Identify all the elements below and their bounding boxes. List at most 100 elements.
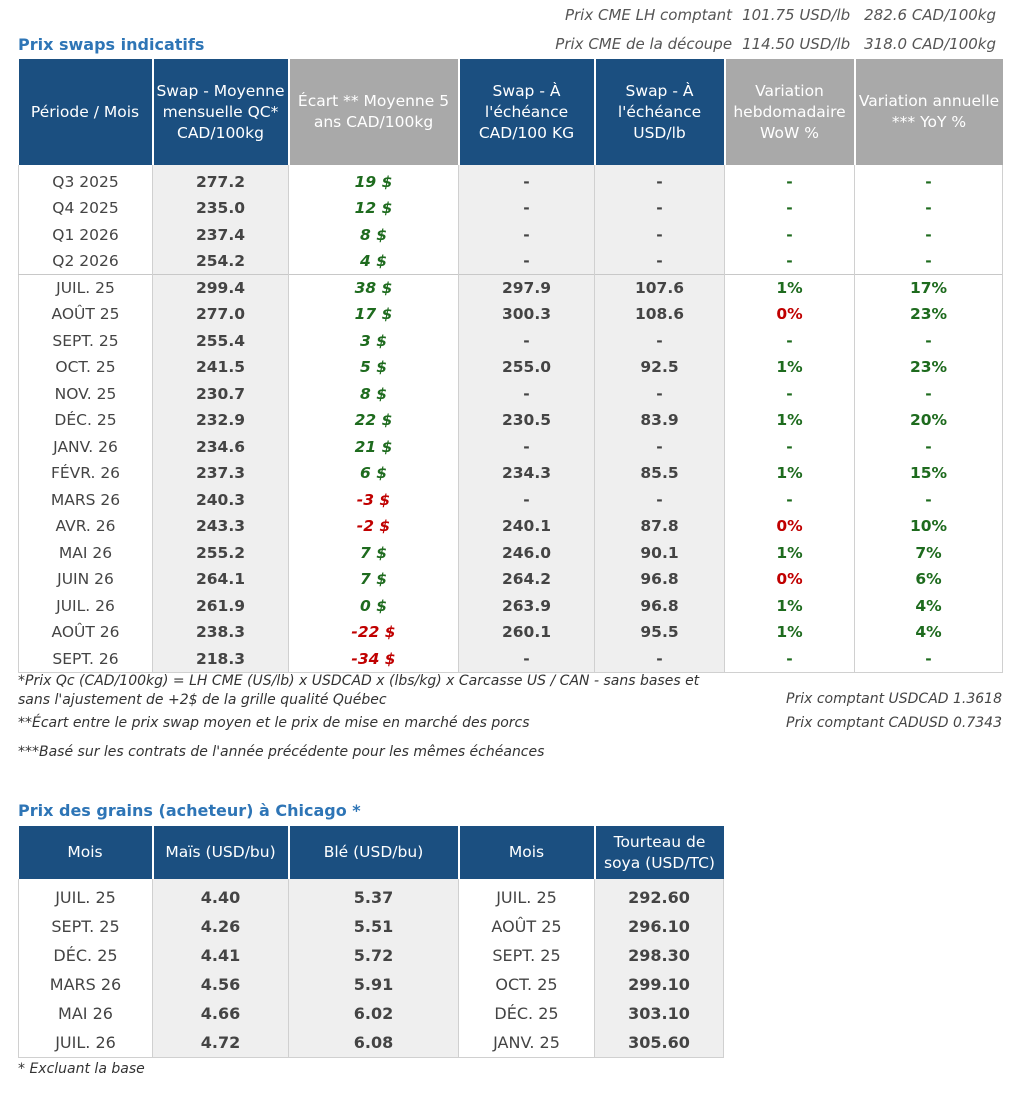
ech-usd-cell: 96.8 — [594, 566, 725, 593]
wow-cell: - — [724, 221, 855, 248]
wow-cell: 1% — [724, 407, 855, 434]
ech-cad-cell: - — [458, 433, 595, 460]
period-cell: OCT. 25 — [18, 354, 153, 381]
table-row: MAI 26 4.66 6.02 DÉC. 25 303.10 — [18, 999, 724, 1028]
table-row: SEPT. 25 4.26 5.51 AOÛT 25 296.10 — [18, 912, 724, 941]
yoy-cell: - — [854, 221, 1003, 248]
wow-cell: - — [724, 165, 855, 195]
table-row: SEPT. 26 218.3 -34 $ - - - - — [18, 645, 1003, 673]
swap-avg-cell: 264.1 — [152, 566, 289, 593]
wow-cell: - — [724, 486, 855, 513]
yoy-cell: - — [854, 248, 1003, 275]
ech-usd-cell: 95.5 — [594, 619, 725, 646]
header-month2: Mois — [458, 826, 596, 879]
yoy-cell: 20% — [854, 407, 1003, 434]
note-ecart: **Écart entre le prix swap moyen et le p… — [18, 715, 530, 731]
soy-price-cell: 296.10 — [594, 912, 724, 941]
yoy-cell: - — [854, 433, 1003, 460]
period-cell: SEPT. 26 — [18, 645, 153, 673]
wow-cell: 0% — [724, 566, 855, 593]
swap-table: Période / Mois Swap - Moyenne mensuelle … — [18, 59, 1003, 673]
ecart-cell: 21 $ — [288, 433, 459, 460]
ech-cad-cell: 240.1 — [458, 513, 595, 540]
soy-price-cell: 305.60 — [594, 1028, 724, 1058]
wow-cell: 1% — [724, 592, 855, 619]
grain-month-cell: JUIL. 26 — [18, 1028, 153, 1058]
ech-usd-cell: 83.9 — [594, 407, 725, 434]
swap-avg-cell: 255.4 — [152, 327, 289, 354]
ech-usd-cell: - — [594, 327, 725, 354]
swap-avg-cell: 240.3 — [152, 486, 289, 513]
ech-cad-cell: - — [458, 327, 595, 354]
wow-cell: 0% — [724, 513, 855, 540]
table-row: DÉC. 25 232.9 22 $230.5 83.9 1% 20% — [18, 407, 1003, 434]
yoy-cell: 7% — [854, 539, 1003, 566]
ech-cad-cell: - — [458, 248, 595, 275]
header-yoy: Variation annuelle *** YoY % — [854, 59, 1003, 165]
grain-month-cell: MAI 26 — [18, 999, 153, 1028]
swap-avg-cell: 277.0 — [152, 301, 289, 328]
ech-usd-cell: 96.8 — [594, 592, 725, 619]
table-row: JUIL. 26 261.9 0 $263.9 96.8 1% 4% — [18, 592, 1003, 619]
ecart-cell: 0 $ — [288, 592, 459, 619]
table-row: AVR. 26 243.3 -2 $240.1 87.8 0% 10% — [18, 513, 1003, 540]
swap-avg-cell: 237.3 — [152, 460, 289, 487]
grain-section-title: Prix des grains (acheteur) à Chicago * — [18, 801, 361, 820]
cme-lh-cad: 282.6 CAD/100kg — [864, 6, 996, 24]
ecart-cell: 7 $ — [288, 566, 459, 593]
yoy-cell: 10% — [854, 513, 1003, 540]
swap-avg-cell: 254.2 — [152, 248, 289, 275]
swap-avg-cell: 232.9 — [152, 407, 289, 434]
note-grain-basis: * Excluant la base — [18, 1061, 145, 1077]
table-row: JUIN 26 264.1 7 $264.2 96.8 0% 6% — [18, 566, 1003, 593]
ech-usd-cell: - — [594, 248, 725, 275]
corn-price-cell: 4.26 — [152, 912, 289, 941]
wheat-price-cell: 5.91 — [288, 970, 459, 999]
cme-cut-usd: 114.50 USD/lb — [742, 35, 851, 53]
yoy-cell: - — [854, 645, 1003, 673]
note-price-formula: *Prix Qc (CAD/100kg) = LH CME (US/lb) x … — [18, 673, 700, 708]
swap-avg-cell: 218.3 — [152, 645, 289, 673]
soy-month-cell: SEPT. 25 — [458, 941, 595, 970]
ech-cad-cell: 300.3 — [458, 301, 595, 328]
ech-cad-cell: 230.5 — [458, 407, 595, 434]
ech-cad-cell: 297.9 — [458, 274, 595, 301]
swap-avg-cell: 255.2 — [152, 539, 289, 566]
ech-usd-cell: - — [594, 195, 725, 222]
period-cell: SEPT. 25 — [18, 327, 153, 354]
wow-cell: 1% — [724, 274, 855, 301]
ech-cad-cell: 234.3 — [458, 460, 595, 487]
grain-header-row: Mois Maïs (USD/bu) Blé (USD/bu) Mois Tou… — [18, 826, 724, 879]
ecart-cell: 8 $ — [288, 221, 459, 248]
ech-usd-cell: - — [594, 165, 725, 195]
grain-table: Mois Maïs (USD/bu) Blé (USD/bu) Mois Tou… — [18, 826, 724, 1058]
ecart-cell: 17 $ — [288, 301, 459, 328]
swap-avg-cell: 261.9 — [152, 592, 289, 619]
swap-avg-cell: 277.2 — [152, 165, 289, 195]
yoy-cell: 23% — [854, 354, 1003, 381]
corn-price-cell: 4.72 — [152, 1028, 289, 1058]
period-cell: NOV. 25 — [18, 380, 153, 407]
yoy-cell: 4% — [854, 619, 1003, 646]
period-cell: AVR. 26 — [18, 513, 153, 540]
grain-table-body: JUIL. 25 4.40 5.37 JUIL. 25 292.60 SEPT. 25 4.… — [18, 879, 724, 1058]
period-cell: MAI 26 — [18, 539, 153, 566]
table-row: Q3 2025 277.2 19 $ - - - - — [18, 165, 1003, 195]
wow-cell: - — [724, 327, 855, 354]
ecart-cell: 12 $ — [288, 195, 459, 222]
period-cell: Q4 2025 — [18, 195, 153, 222]
cme-lh-label: Prix CME LH comptant — [564, 6, 733, 24]
period-cell: JUIL. 26 — [18, 592, 153, 619]
ech-cad-cell: - — [458, 195, 595, 222]
header-soy: Tourteau de soya (USD/TC) — [594, 826, 724, 879]
ecart-cell: -22 $ — [288, 619, 459, 646]
cme-cut-label: Prix CME de la découpe — [555, 35, 733, 53]
ech-usd-cell: 92.5 — [594, 354, 725, 381]
wow-cell: - — [724, 195, 855, 222]
swap-avg-cell: 238.3 — [152, 619, 289, 646]
wow-cell: 1% — [724, 539, 855, 566]
swap-avg-cell: 243.3 — [152, 513, 289, 540]
note-yoy: ***Basé sur les contrats de l'année préc… — [18, 744, 545, 760]
grain-month-cell: MARS 26 — [18, 970, 153, 999]
soy-month-cell: DÉC. 25 — [458, 999, 595, 1028]
